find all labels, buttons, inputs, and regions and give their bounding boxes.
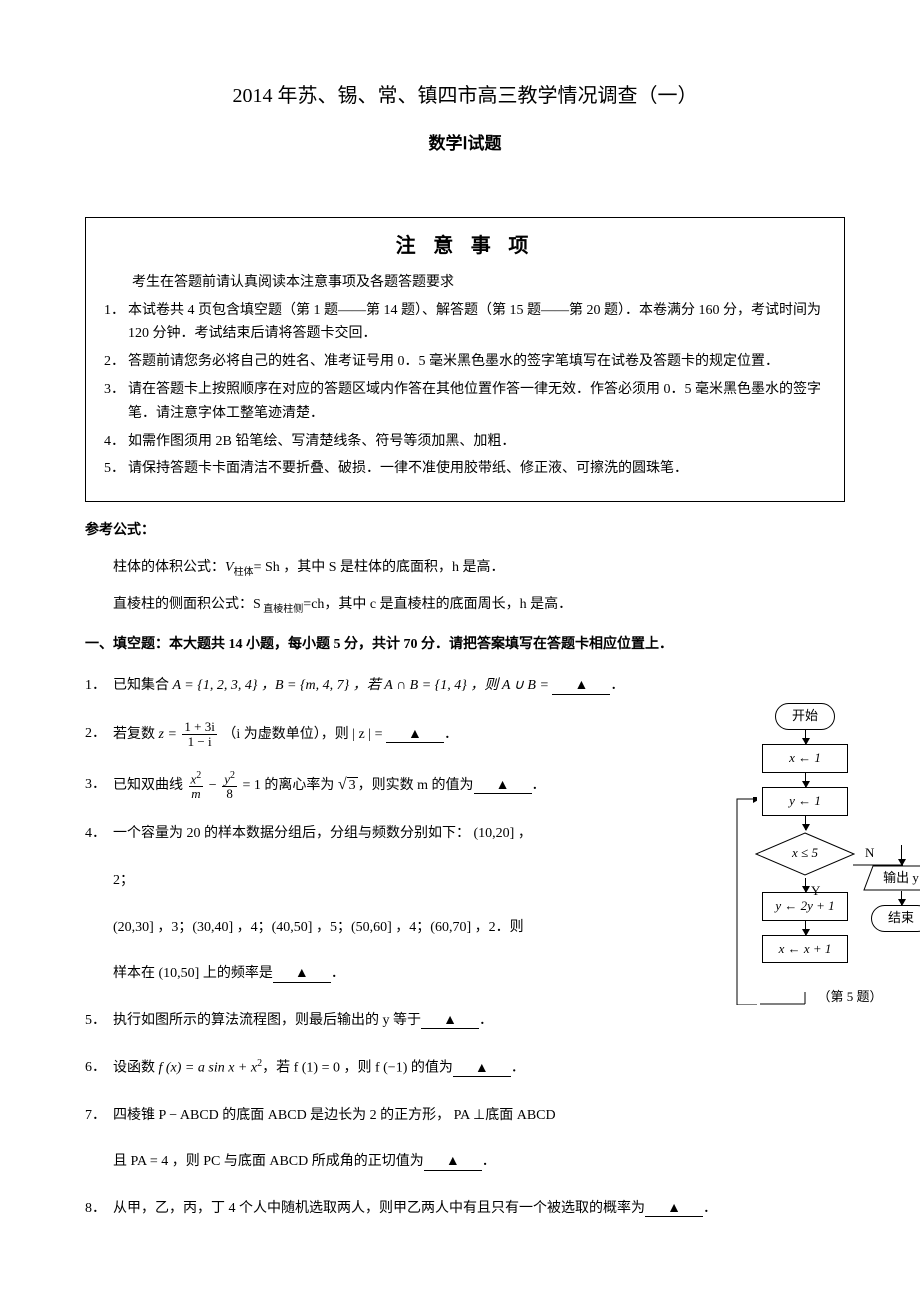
reference-line-1: 柱体的体积公式：V柱体= Sh ，其中 S 是柱体的底面积，h 是高． [113,557,845,581]
notice-item: 2．答题前请您务必将自己的姓名、准考证号用 0．5 毫米黑色墨水的签字笔填写在试… [104,350,826,374]
notice-item: 5．请保持答题卡卡面清洁不要折叠、破损．一律不准使用胶带纸、修正液、可擦洗的圆珠… [104,457,826,481]
question-7-line1: 7． 四棱锥 P − ABCD 的底面 ABCD 是边长为 2 的正方形， PA… [85,1103,835,1130]
flowchart-box-y2: y ← 2y + 1 [762,892,848,921]
reference-title: 参考公式： [85,520,845,542]
notice-intro: 考生在答题前请认真阅读本注意事项及各题答题要求 [132,272,826,294]
question-8: 8． 从甲，乙，丙，丁 4 个人中随机选取两人，则甲乙两人中有且只有一个被选取的… [85,1196,835,1223]
flowchart-box-y: y ← 1 [762,787,848,816]
flowchart-yes-label: Y [811,881,820,902]
question-4-line3: (20,30] ，3；(30,40] ，4；(40,50] ，5；(50,60]… [113,915,555,942]
notice-item: 3．请在答题卡上按照顺序在对应的答题区域内作答在其他位置作答一律无效．作答必须用… [104,378,826,426]
notice-heading: 注 意 事 项 [104,230,826,262]
question-3: 3． 已知双曲线 x2m − y28 = 1 的离心率为 √3，则实数 m 的值… [85,770,555,802]
reference-line-2: 直棱柱的侧面积公式：S 直棱柱侧=ch，其中 c 是直棱柱的底面周长，h 是高． [113,594,845,618]
notice-box: 注 意 事 项 考生在答题前请认真阅读本注意事项及各题答题要求 1．本试卷共 4… [85,217,845,502]
question-1: 1． 已知集合 A = {1, 2, 3, 4} ，B = {m, 4, 7} … [85,673,835,700]
section-title: 一、填空题：本大题共 14 小题，每小题 5 分，共计 70 分．请把答案填写在… [85,632,845,657]
question-4-line2: 2； [113,868,555,895]
flowchart-box-x2: x ← x + 1 [762,935,848,964]
flowchart-loopback [735,797,757,1005]
flowchart-output: 输出 y [863,865,920,891]
flowchart-end: 结束 [871,905,920,932]
flowchart-bottom-connector [760,991,810,1005]
notice-item: 4．如需作图须用 2B 铅笔绘、写清楚线条、符号等须加黑、加粗． [104,430,826,454]
question-2: 2． 若复数 z = 1 + 3i1 − i （i 为虚数单位），则 | z |… [85,720,555,750]
question-4-line1: 4． 一个容量为 20 的样本数据分组后，分组与频数分别如下： (10,20] … [85,821,555,848]
flowchart-decision: x ≤ 5 [755,832,855,876]
flowchart: 开始 x ← 1 y ← 1 x ≤ 5 y ← 2y + 1 x ← x + … [715,703,920,1008]
title-sub: 数学Ⅰ试题 [85,130,845,157]
question-6: 6． 设函数 f (x) = a sin x + x2，若 f (1) = 0 … [85,1054,835,1082]
title-main: 2014 年苏、锡、常、镇四市高三教学情况调查（一） [85,80,845,112]
notice-item: 1．本试卷共 4 页包含填空题（第 1 题——第 14 题）、解答题（第 15 … [104,299,826,347]
question-7-line2: 且 PA = 4 ，则 PC 与底面 ABCD 所成角的正切值为▲． [113,1149,863,1176]
flowchart-n-branch: 输出 y 结束 [853,845,920,932]
question-4-line4: 样本在 (10,50] 上的频率是▲． [113,961,555,988]
flowchart-box-x: x ← 1 [762,744,848,773]
question-5: 5． 执行如图所示的算法流程图，则最后输出的 y 等于▲． [85,1008,555,1035]
flowchart-start: 开始 [775,703,835,730]
questions-area: 1． 已知集合 A = {1, 2, 3, 4} ，B = {m, 4, 7} … [85,673,845,1222]
